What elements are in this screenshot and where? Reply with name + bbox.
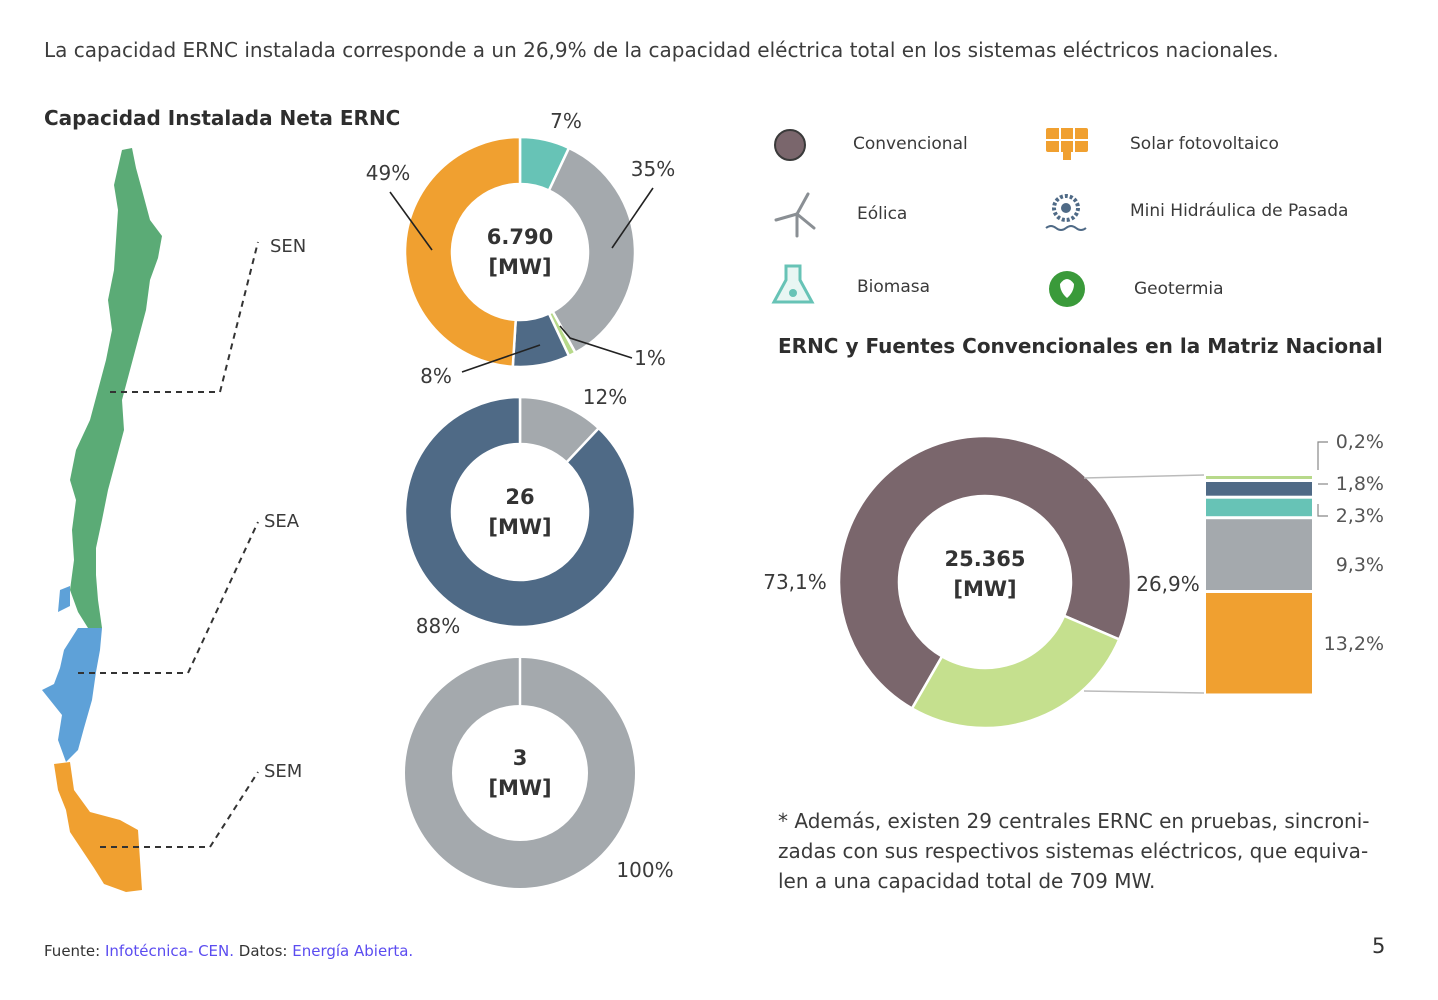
center-value: 26 bbox=[505, 485, 534, 509]
slice-label-convencional: 73,1% bbox=[763, 570, 827, 594]
bar-label-hidraulica: 1,8% bbox=[1336, 473, 1384, 495]
slice-eolica bbox=[405, 658, 635, 888]
source-prefix: Fuente: bbox=[44, 942, 101, 960]
slice-label-hidraulica: 8% bbox=[420, 364, 452, 388]
map-region-sen bbox=[70, 148, 162, 628]
donut-chart-sea: 12% 88% 26 [MW] bbox=[403, 385, 637, 638]
geothermal-icon bbox=[1049, 271, 1085, 307]
center-value: 3 bbox=[513, 746, 528, 770]
bar-label-solar: 13,2% bbox=[1324, 633, 1384, 655]
center-unit: [MW] bbox=[488, 776, 551, 800]
slice-label-eolica: 12% bbox=[583, 385, 627, 409]
source-link-cen[interactable]: CEN. bbox=[198, 942, 235, 960]
map-label-sea: SEA bbox=[264, 511, 300, 532]
right-section-title: ERNC y Fuentes Convencionales en la Matr… bbox=[778, 334, 1383, 358]
bar-label-bracket bbox=[1317, 504, 1328, 517]
center-unit: [MW] bbox=[488, 255, 551, 279]
legend-label-solar: Solar fotovoltaico bbox=[1130, 134, 1279, 154]
bar-segment-eolica bbox=[1206, 519, 1312, 590]
slice-label-biomasa: 7% bbox=[550, 109, 582, 133]
slice-label-eolica: 35% bbox=[631, 157, 675, 181]
donut-chart-sen: 7% 35% 1% 8% 49% 6.790 [MW] bbox=[366, 109, 675, 388]
bar-segment-solar bbox=[1206, 593, 1312, 694]
connector-line-top bbox=[1083, 474, 1205, 479]
slice-label-ernc: 26,9% bbox=[1136, 572, 1200, 596]
map-region-sea bbox=[42, 586, 102, 762]
intro-text: La capacidad ERNC instalada corresponde … bbox=[44, 38, 1279, 62]
water-wheel-icon bbox=[1045, 194, 1087, 231]
map-region-sem bbox=[54, 762, 142, 892]
center-unit: [MW] bbox=[488, 515, 551, 539]
bar-label-eolica: 9,3% bbox=[1336, 554, 1384, 576]
slice-hidraulica bbox=[403, 395, 637, 629]
slice-label-geotermia: 1% bbox=[634, 346, 666, 370]
bar-segment-biomasa bbox=[1206, 498, 1312, 517]
legend-label-convencional: Convencional bbox=[853, 134, 968, 154]
map-label-sen: SEN bbox=[270, 236, 306, 257]
slice-label-eolica: 100% bbox=[616, 858, 673, 882]
source-line: Fuente: Infotécnica- CEN. Datos: Energía… bbox=[44, 942, 413, 960]
bar-segment-geotermia bbox=[1206, 476, 1312, 479]
legend-label-hidraulica: Mini Hidráulica de Pasada bbox=[1130, 201, 1349, 221]
bar-segment-hidraulica bbox=[1206, 482, 1312, 496]
stacked-bar-ernc: 0,2% 1,8% 2,3% 9,3% 13,2% bbox=[1206, 431, 1384, 694]
donut-chart-sem: 100% 3 [MW] bbox=[405, 658, 674, 888]
footnote-line-1: * Además, existen 29 centrales ERNC en p… bbox=[778, 809, 1370, 833]
center-value: 6.790 bbox=[487, 225, 553, 249]
center-value: 25.365 bbox=[944, 547, 1025, 571]
chile-map: SEN SEA SEM bbox=[42, 148, 306, 892]
slice-label-hidraulica: 88% bbox=[416, 614, 460, 638]
circle-icon bbox=[774, 129, 806, 161]
center-unit: [MW] bbox=[953, 577, 1016, 601]
legend-label-geotermia: Geotermia bbox=[1134, 279, 1224, 299]
footnote: * Además, existen 29 centrales ERNC en p… bbox=[778, 806, 1378, 896]
bar-label-geotermia: 0,2% bbox=[1336, 431, 1384, 453]
left-section-title: Capacidad Instalada Neta ERNC bbox=[44, 106, 401, 130]
leader-line-sen-diag bbox=[219, 241, 259, 393]
wind-turbine-icon bbox=[774, 192, 816, 238]
map-label-sem: SEM bbox=[264, 761, 302, 782]
slice-convencional bbox=[837, 434, 1133, 711]
source-mid: Datos: bbox=[238, 942, 288, 960]
legend-label-eolica: Eólica bbox=[857, 204, 908, 224]
leader-line-solar bbox=[389, 191, 433, 251]
legend bbox=[771, 128, 1088, 307]
source-link-infotecnica[interactable]: Infotécnica- bbox=[105, 942, 194, 960]
donut-chart-national: 73,1% 26,9% 25.365 [MW] bbox=[763, 434, 1200, 730]
legend-label-biomasa: Biomasa bbox=[857, 277, 931, 297]
leader-line-hidraulica bbox=[461, 344, 541, 373]
solar-panel-icon bbox=[1046, 128, 1088, 160]
bar-label-bracket bbox=[1317, 441, 1328, 470]
footnote-line-3: len a una capacidad total de 709 MW. bbox=[778, 869, 1156, 893]
page-number: 5 bbox=[1372, 934, 1386, 958]
footnote-line-2: zadas con sus respectivos sistemas eléct… bbox=[778, 839, 1369, 863]
leader-line-sea-diag bbox=[187, 521, 259, 674]
leader-line-geotermia bbox=[559, 325, 633, 359]
connector-line-bottom bbox=[1083, 690, 1205, 694]
slice-solar bbox=[403, 135, 522, 369]
leader-line-eolica bbox=[611, 187, 654, 249]
source-link-energia-abierta[interactable]: Energía Abierta. bbox=[292, 942, 414, 960]
bar-label-biomasa: 2,3% bbox=[1336, 505, 1384, 527]
slice-eolica bbox=[547, 146, 637, 355]
slice-ernc bbox=[910, 614, 1121, 730]
slice-label-solar: 49% bbox=[366, 161, 410, 185]
leader-line-sem-diag bbox=[209, 771, 259, 848]
flask-icon bbox=[771, 264, 815, 304]
